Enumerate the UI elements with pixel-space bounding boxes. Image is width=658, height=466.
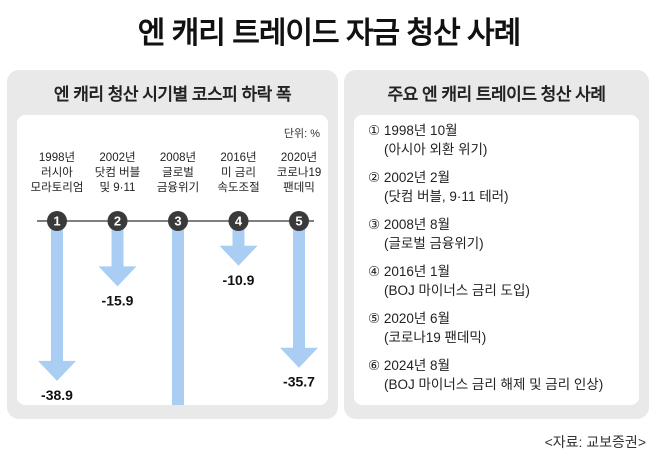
drop-arrow bbox=[98, 221, 137, 287]
case-item: ④ 2016년 1월 (BOJ 마이너스 금리 도입) bbox=[368, 262, 530, 300]
case-item: ⑥ 2024년 8월 (BOJ 마이너스 금리 해제 및 금리 인상) bbox=[368, 356, 603, 394]
case-date: ⑤ 2020년 6월 bbox=[368, 311, 450, 326]
category-label: 2020년 bbox=[281, 151, 317, 164]
source-note: <자료: 교보증권> bbox=[544, 434, 646, 450]
category-label: 2002년 bbox=[99, 151, 135, 164]
number-marker bbox=[289, 211, 309, 231]
carry-trade-cases-card: ① 1998년 10월 (아시아 외환 위기) ② 2002년 2월 (닷컴 버… bbox=[354, 115, 639, 405]
category-label: 팬데믹 bbox=[283, 181, 315, 194]
case-description: (닷컴 버블, 9·11 테러) bbox=[384, 189, 509, 204]
category-label: 2016년 bbox=[220, 151, 256, 164]
number-marker bbox=[107, 211, 128, 231]
case-description: (아시아 외환 위기) bbox=[384, 142, 488, 157]
value-label: -10.9 bbox=[223, 272, 255, 288]
number-marker-label: 5 bbox=[295, 214, 302, 229]
drop-arrow bbox=[159, 221, 197, 454]
category-label: 글로벌 bbox=[162, 166, 194, 179]
category-label: 모라토리엄 bbox=[31, 181, 84, 194]
case-item: ⑤ 2020년 6월 (코로나19 팬데믹) bbox=[368, 309, 486, 347]
category-label: 속도조절 bbox=[217, 180, 259, 194]
case-description: (BOJ 마이너스 금리 도입) bbox=[384, 283, 530, 298]
number-marker-label: 3 bbox=[174, 214, 181, 229]
case-date: ③ 2008년 8월 bbox=[368, 217, 450, 232]
number-marker bbox=[168, 211, 188, 231]
carry-trade-cases-panel-header: 주요 엔 캐리 트레이드 청산 사례 bbox=[387, 85, 606, 104]
category-label: 코로나19 bbox=[277, 166, 322, 179]
case-date: ② 2002년 2월 bbox=[368, 170, 450, 185]
page-title: 엔 캐리 트레이드 자금 청산 사례 bbox=[137, 17, 521, 50]
drop-arrow bbox=[38, 221, 76, 381]
category-label: 금융위기 bbox=[157, 181, 199, 194]
number-marker-label: 1 bbox=[53, 214, 60, 229]
number-marker-label: 2 bbox=[114, 214, 121, 229]
case-date: ① 1998년 10월 bbox=[368, 123, 458, 138]
number-marker-label: 4 bbox=[235, 214, 243, 229]
category-label: 1998년 bbox=[39, 151, 75, 164]
case-description: (글로벌 금융위기) bbox=[384, 236, 484, 251]
unit-label: 단위: % bbox=[284, 127, 320, 140]
case-description: (코로나19 팬데믹) bbox=[384, 330, 487, 345]
category-label: 및 9·11 bbox=[100, 181, 136, 194]
category-label: 러시아 bbox=[41, 166, 73, 179]
case-item: ② 2002년 2월 (닷컴 버블, 9·11 테러) bbox=[368, 168, 509, 206]
case-item: ① 1998년 10월 (아시아 외환 위기) bbox=[368, 121, 487, 159]
value-label: -38.9 bbox=[41, 387, 73, 403]
case-date: ⑥ 2024년 8월 bbox=[368, 358, 450, 373]
carry-trade-cases-panel: 주요 엔 캐리 트레이드 청산 사례 ① 1998년 10월 (아시아 외환 위… bbox=[344, 70, 649, 419]
drop-arrow bbox=[219, 221, 258, 266]
category-label: 미 금리 bbox=[221, 166, 256, 179]
number-marker bbox=[47, 211, 67, 231]
case-date: ④ 2016년 1월 bbox=[368, 264, 450, 279]
category-label: 2008년 bbox=[160, 151, 196, 164]
case-description: (BOJ 마이너스 금리 해제 및 금리 인상) bbox=[384, 377, 604, 392]
kospi-drop-panel-header: 엔 캐리 청산 시기별 코스피 하락 폭 bbox=[53, 85, 292, 104]
number-marker bbox=[228, 211, 249, 231]
category-label: 닷컴 버블 bbox=[95, 166, 141, 179]
drop-arrow bbox=[280, 221, 318, 368]
value-label: -35.7 bbox=[283, 374, 315, 390]
case-item: ③ 2008년 8월 (글로벌 금융위기) bbox=[368, 215, 484, 253]
value-label: -15.9 bbox=[102, 292, 134, 308]
